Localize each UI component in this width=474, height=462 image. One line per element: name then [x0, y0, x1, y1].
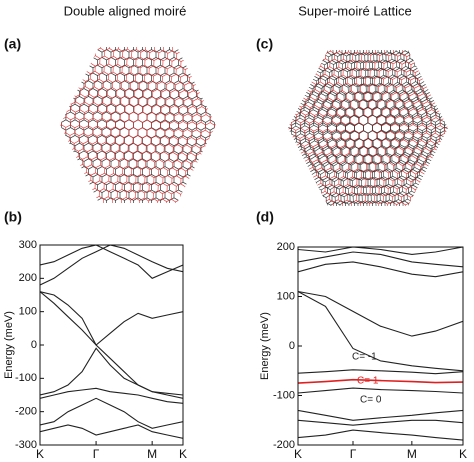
panel-label: (c) — [256, 36, 273, 52]
band-line — [40, 424, 183, 439]
x-tick-label: M — [147, 447, 157, 461]
lattice-image — [60, 47, 216, 203]
x-tick-label: K — [294, 447, 302, 461]
band-line — [298, 291, 463, 372]
y-tick-label: 0 — [289, 340, 295, 352]
lattice-layer — [60, 47, 216, 203]
band-line — [40, 245, 183, 286]
x-tick-label: M — [407, 447, 417, 461]
y-tick-label: -200 — [15, 406, 37, 418]
band-line — [40, 387, 183, 404]
panel-label: (b) — [4, 209, 22, 225]
lattice-layer — [60, 47, 216, 203]
panel-label: (a) — [4, 36, 21, 52]
band-line — [298, 378, 463, 384]
y-tick-label: -300 — [15, 439, 37, 451]
band-line — [298, 369, 463, 375]
y-tick-label: 300 — [19, 239, 37, 251]
band-line — [298, 387, 463, 394]
band-line — [298, 261, 463, 278]
band-line — [298, 251, 463, 268]
band-line — [40, 347, 183, 396]
panel-title: Double aligned moiré — [64, 3, 187, 18]
y-tick-label: 200 — [277, 241, 295, 253]
x-tick-label: Γ — [93, 447, 100, 461]
x-tick-label: Γ — [350, 447, 357, 461]
band-line — [298, 247, 463, 255]
y-tick-label: -100 — [273, 389, 295, 401]
y-tick-label: 0 — [31, 339, 37, 351]
panel-label: (d) — [256, 209, 274, 225]
band-line — [40, 397, 183, 429]
band-line — [298, 419, 463, 426]
annotation: C= 1 — [357, 376, 379, 387]
band-line — [298, 429, 463, 441]
annotation: C= -1 — [352, 352, 377, 363]
plot-frame — [39, 244, 184, 446]
y-tick-label: 100 — [277, 290, 295, 302]
y-axis-label: Energy (meV) — [259, 312, 271, 380]
x-tick-label: K — [36, 447, 44, 461]
x-tick-label: K — [179, 447, 187, 461]
y-tick-label: 200 — [19, 272, 37, 284]
annotation: C= 0 — [360, 395, 382, 406]
y-tick-label: -100 — [15, 372, 37, 384]
panel-title: Super-moiré Lattice — [298, 3, 411, 18]
x-tick-label: K — [459, 447, 467, 461]
y-tick-label: -200 — [273, 439, 295, 451]
y-axis-label: Energy (meV) — [3, 311, 15, 379]
band-line — [298, 409, 463, 421]
band-line — [40, 291, 183, 399]
band-line — [40, 245, 183, 279]
band-line — [298, 290, 463, 337]
y-tick-label: 100 — [19, 306, 37, 318]
band-line — [40, 291, 183, 346]
